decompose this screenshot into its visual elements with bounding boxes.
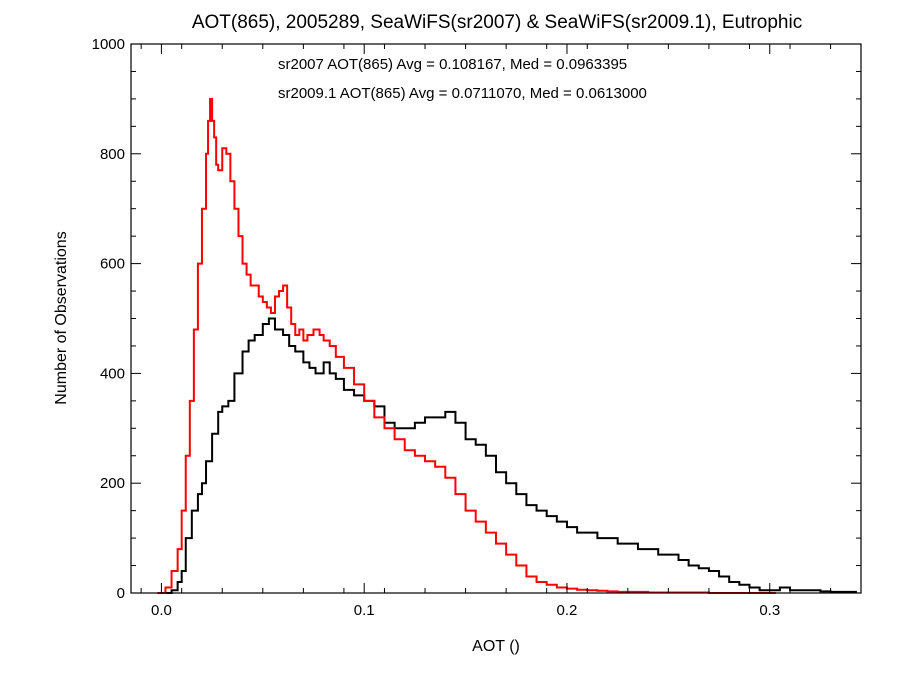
ticks-layer: 0.0 0.1 0.2 0.3 0 200 400 600 800 1000 [92, 36, 861, 619]
y-axis-label: Number of Observations [53, 231, 70, 404]
x-tick-label: 0.1 [354, 602, 375, 619]
annotation-sr2009: sr2009.1 AOT(865) Avg = 0.0711070, Med =… [278, 85, 647, 102]
plot-frame [130, 43, 862, 594]
series-layer [157, 97, 857, 594]
y-tick-label: 0 [117, 585, 125, 602]
x-tick-label: 0.0 [151, 602, 172, 619]
y-tick-label: 400 [100, 365, 125, 382]
y-tick-label: 1000 [92, 36, 125, 53]
y-tick-label: 600 [100, 256, 125, 273]
y-tick-label: 200 [100, 475, 125, 492]
x-tick-label: 0.2 [557, 602, 578, 619]
series-line-0 [161, 317, 857, 594]
chart-title: AOT(865), 2005289, SeaWiFS(sr2007) & Sea… [192, 12, 802, 33]
annotation-sr2007: sr2007 AOT(865) Avg = 0.108167, Med = 0.… [278, 56, 627, 73]
x-axis-label: AOT () [472, 638, 520, 655]
y-tick-label: 800 [100, 146, 125, 163]
series-line-1 [157, 97, 776, 594]
x-tick-label: 0.3 [759, 602, 780, 619]
